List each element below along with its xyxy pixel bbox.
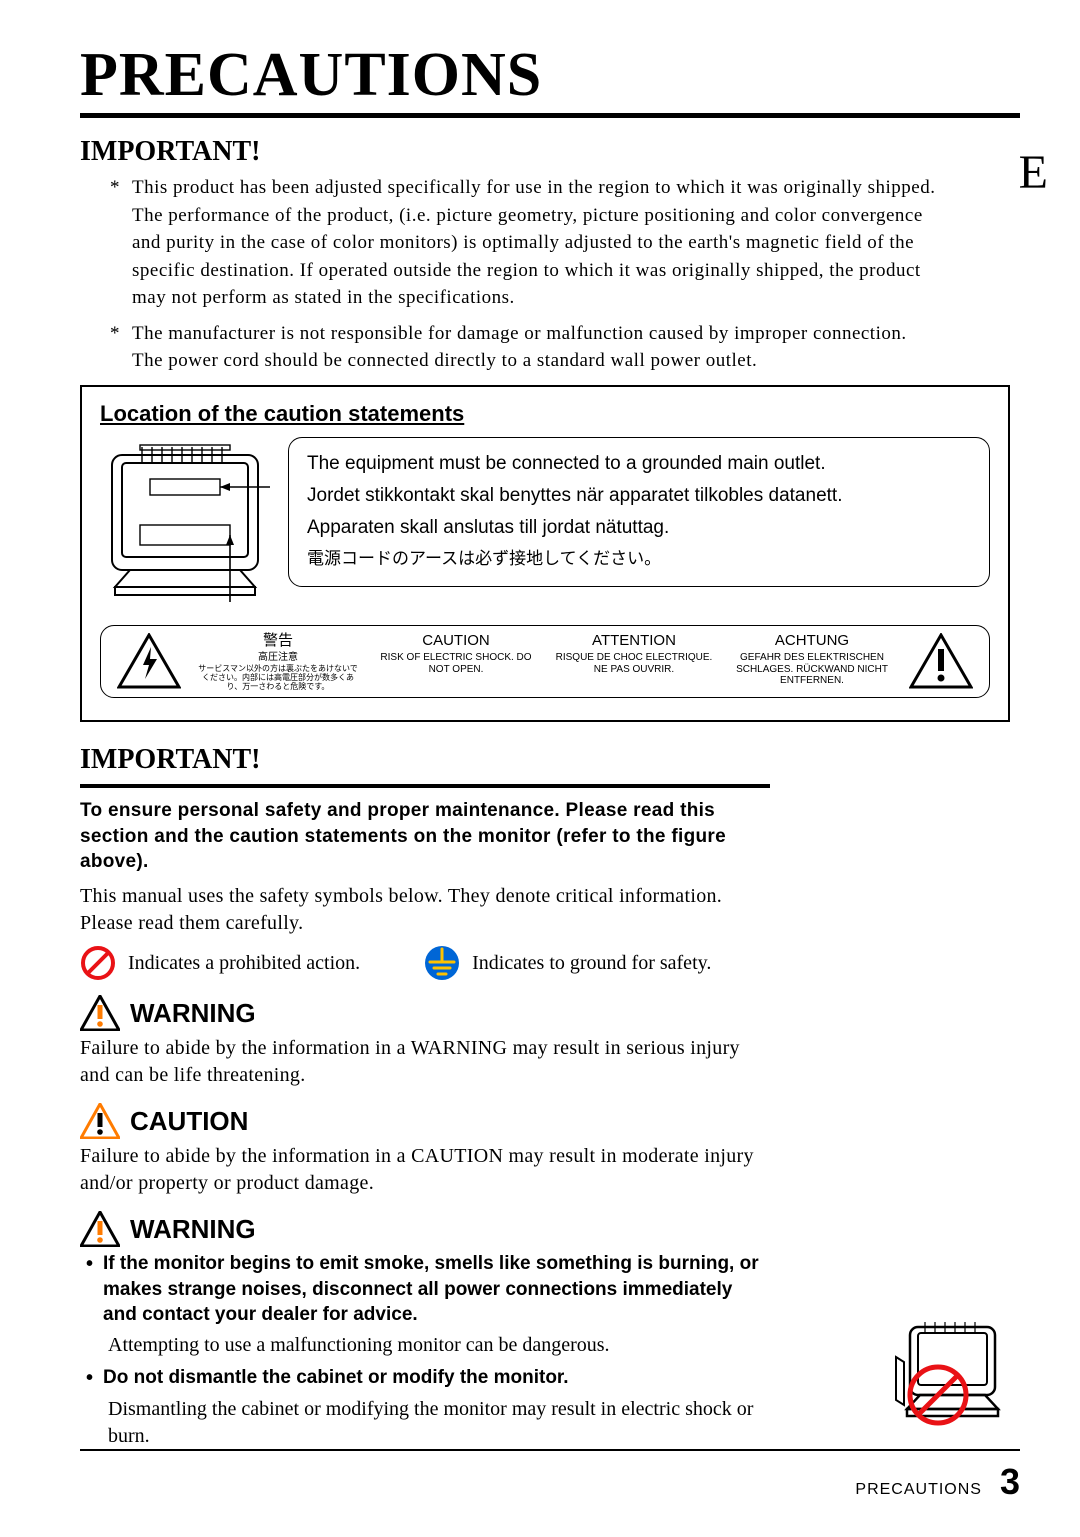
warning-heading-1: WARNING [80,995,770,1031]
ground-label: Indicates to ground for safety. [472,952,711,975]
important-bullets: *This product has been adjusted specific… [80,174,1020,375]
bullet-text: This product has been adjusted specifica… [132,174,1020,312]
monitor-diagram-icon [100,437,270,607]
footer-page-number: 3 [1000,1461,1020,1503]
section-rule [80,784,770,788]
bullet-item: *The manufacturer is not responsible for… [110,320,1020,375]
do-not-dismantle-icon [890,1317,1010,1427]
prohibited-icon [80,945,116,981]
caution-location-box: Location of the caution statements The e [80,385,1010,722]
warn-col-de: ACHTUNG GEFAHR DES ELEKTRISCHEN SCHLAGES… [725,632,899,691]
warning-triangle-icon [80,995,120,1031]
important-heading-2: IMPORTANT! [80,744,1020,776]
edge-marker: E [1019,145,1048,200]
exclaim-triangle-icon [903,632,979,691]
warning-item-bold: Do not dismantle the cabinet or modify t… [103,1365,569,1392]
shock-triangle-icon [111,632,187,691]
warn-col-fr: ATTENTION RISQUE DE CHOC ELECTRIQUE. NE … [547,632,721,691]
page-title: PRECAUTIONS [80,40,1020,118]
warning-item-bold: If the monitor begins to emit smoke, sme… [103,1251,770,1328]
warning-heading-2: WARNING [80,1211,770,1247]
ground-no: Jordet stikkontakt skal benyttes när app… [307,480,971,512]
page-footer: PRECAUTIONS 3 [80,1449,1020,1503]
ground-note-box: The equipment must be connected to a gro… [288,437,990,587]
ground-icon [424,945,460,981]
caution-box-heading: Location of the caution statements [100,401,990,427]
prohibited-label: Indicates a prohibited action. [128,952,360,975]
symbol-legend-row: Indicates a prohibited action. Indicates… [80,945,770,981]
important-heading-1: IMPORTANT! [80,136,1020,168]
rear-warning-strip: 警告 高圧注意 サービスマン以外の方は裏ぶたをあけないでください。内部には高電圧… [100,625,990,698]
caution-triangle-icon [80,1103,120,1139]
warning1-body: Failure to abide by the information in a… [80,1035,770,1089]
warning-triangle-icon [80,1211,120,1247]
safety-intro: This manual uses the safety symbols belo… [80,883,770,937]
bullet-item: *This product has been adjusted specific… [110,174,1020,312]
footer-label: PRECAUTIONS [855,1481,982,1499]
warning-list-item: • If the monitor begins to emit smoke, s… [80,1251,770,1328]
warn-col-en: CAUTION RISK OF ELECTRIC SHOCK. DO NOT O… [369,632,543,691]
warn-col-jp: 警告 高圧注意 サービスマン以外の方は裏ぶたをあけないでください。内部には高電圧… [191,632,365,691]
warning-item-body: Dismantling the cabinet or modifying the… [80,1396,770,1450]
ground-sv: Apparaten skall anslutas till jordat nät… [307,512,971,544]
caution-body: Failure to abide by the information in a… [80,1143,770,1197]
warning-item-body: Attempting to use a malfunctioning monit… [80,1332,770,1359]
safety-bold-intro: To ensure personal safety and proper mai… [80,798,770,875]
ground-en: The equipment must be connected to a gro… [307,448,971,480]
warning-list-item: • Do not dismantle the cabinet or modify… [80,1365,770,1392]
caution-heading: CAUTION [80,1103,770,1139]
bullet-text: The manufacturer is not responsible for … [132,320,1020,375]
ground-jp: 電源コードのアースは必ず接地してください。 [307,545,971,574]
